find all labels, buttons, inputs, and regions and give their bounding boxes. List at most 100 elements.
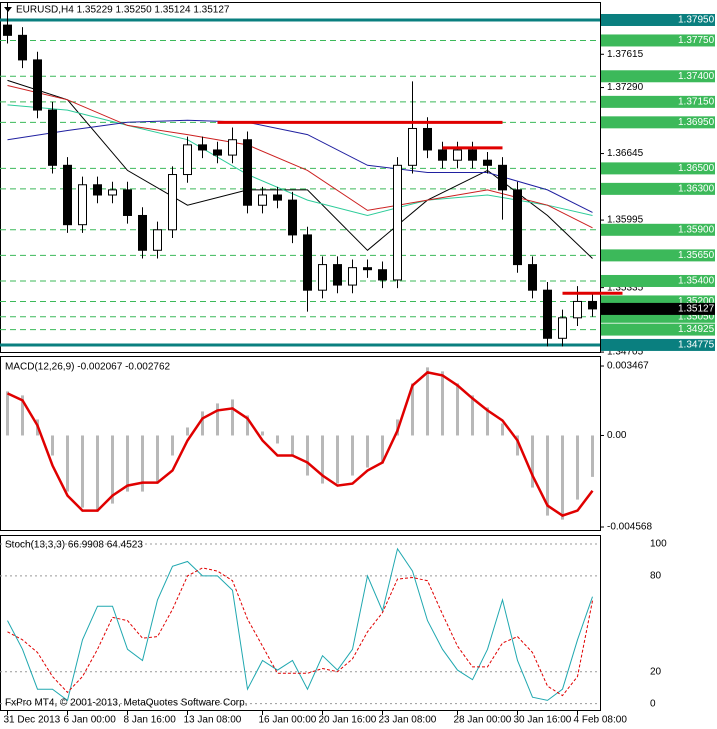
- candle-body: [243, 139, 252, 206]
- level-label: 1.34775: [678, 340, 715, 351]
- macd-bar: [456, 383, 459, 436]
- level-label: 1.35200: [678, 296, 715, 307]
- price-panel: [0, 2, 601, 353]
- candle-body: [123, 189, 132, 216]
- macd-bar: [261, 431, 264, 436]
- moving-average: [7, 85, 593, 229]
- level-label: 1.37400: [678, 71, 715, 82]
- candle-body: [213, 149, 222, 156]
- candle-body: [288, 199, 297, 236]
- macd-bar: [546, 435, 549, 516]
- macd-bar: [141, 435, 144, 492]
- level-label: 1.37150: [678, 97, 715, 108]
- x-tick-label: 31 Dec 2013: [4, 715, 61, 726]
- candle-body: [453, 149, 462, 161]
- macd-bar: [591, 435, 594, 477]
- macd-bar: [486, 407, 489, 436]
- level-label: 1.34925: [678, 324, 715, 335]
- moving-average: [7, 104, 593, 217]
- moving-average: [7, 79, 593, 259]
- candle-body: [273, 194, 282, 201]
- level-tag: [601, 13, 715, 26]
- candle-body: [363, 267, 372, 271]
- macd-bar: [66, 435, 69, 492]
- macd-bar: [336, 435, 339, 484]
- level-label: 1.35127: [678, 304, 715, 315]
- y-tick-label: 1.34705: [607, 347, 644, 358]
- macd-bar: [171, 435, 174, 456]
- level-tag: [601, 338, 715, 351]
- level-tag: [601, 162, 715, 175]
- y-tick-label: 1.37615: [607, 49, 644, 60]
- macd-bar: [216, 403, 219, 436]
- y-tick-label: 20: [650, 666, 662, 677]
- candle-body: [528, 264, 537, 291]
- macd-bar: [426, 367, 429, 436]
- moving-average: [7, 119, 593, 213]
- candle-body: [393, 164, 402, 281]
- macd-panel: [0, 356, 601, 531]
- candle-body: [33, 59, 42, 111]
- candle-body: [378, 269, 387, 281]
- x-tick-label: 23 Jan 08:00: [379, 715, 437, 726]
- macd-bar: [111, 435, 114, 504]
- macd-bar: [96, 435, 99, 512]
- candle-body: [498, 164, 507, 191]
- level-tag: [601, 302, 715, 315]
- macd-bar: [246, 415, 249, 436]
- price-title: EURUSD,H4 1.35229 1.35250 1.35124 1.3512…: [16, 5, 230, 16]
- candle-body: [198, 144, 207, 151]
- macd-bar: [351, 435, 354, 476]
- macd-bar: [291, 435, 294, 456]
- candle-body: [258, 194, 267, 206]
- stoch-panel: [0, 535, 601, 711]
- level-tag: [601, 274, 715, 287]
- level-label: 1.37750: [678, 35, 715, 46]
- copyright: FxPro MT4, © 2001-2013, MetaQuotes Softw…: [5, 698, 247, 709]
- level-label: 1.35400: [678, 276, 715, 287]
- candle-body: [423, 127, 432, 151]
- level-tag: [601, 323, 715, 336]
- macd-bar: [201, 411, 204, 436]
- level-label: 1.35050: [678, 311, 715, 322]
- macd-bar: [321, 435, 324, 484]
- candle-body: [438, 149, 447, 161]
- level-label: 1.36950: [678, 117, 715, 128]
- y-tick-label: 1.35335: [607, 282, 644, 293]
- candle-body: [183, 144, 192, 176]
- macd-bar: [156, 435, 159, 484]
- candle-body: [348, 267, 357, 286]
- x-tick-label: 8 Jan 16:00: [124, 715, 177, 726]
- y-tick-label: 80: [650, 571, 662, 582]
- macd-bar: [471, 395, 474, 436]
- macd-bar: [576, 435, 579, 500]
- macd-bar: [21, 395, 24, 436]
- level-label: 1.37950: [678, 15, 715, 26]
- y-tick-label: -0.004568: [607, 522, 652, 533]
- candle-body: [468, 149, 477, 161]
- level-tag: [601, 95, 715, 108]
- candle-body: [588, 300, 597, 310]
- candle-body: [543, 289, 552, 339]
- level-tag: [601, 223, 715, 236]
- candle-body: [168, 174, 177, 231]
- x-tick-label: 6 Jan 00:00: [64, 715, 117, 726]
- macd-bar: [561, 435, 564, 520]
- y-tick-label: 100: [650, 539, 667, 550]
- x-tick-label: 16 Jan 00:00: [259, 715, 317, 726]
- level-tag: [601, 116, 715, 129]
- candle-body: [108, 189, 117, 196]
- level-label: 1.35650: [678, 250, 715, 261]
- y-tick-label: 0.00: [607, 430, 627, 441]
- candle-body: [153, 229, 162, 251]
- macd-bar: [6, 391, 9, 436]
- level-tag: [601, 70, 715, 83]
- macd-bar: [441, 371, 444, 436]
- candle-body: [48, 109, 57, 166]
- candle-body: [333, 264, 342, 286]
- candle-body: [138, 214, 147, 251]
- stoch-signal: [7, 567, 593, 697]
- level-label: 1.36300: [678, 184, 715, 195]
